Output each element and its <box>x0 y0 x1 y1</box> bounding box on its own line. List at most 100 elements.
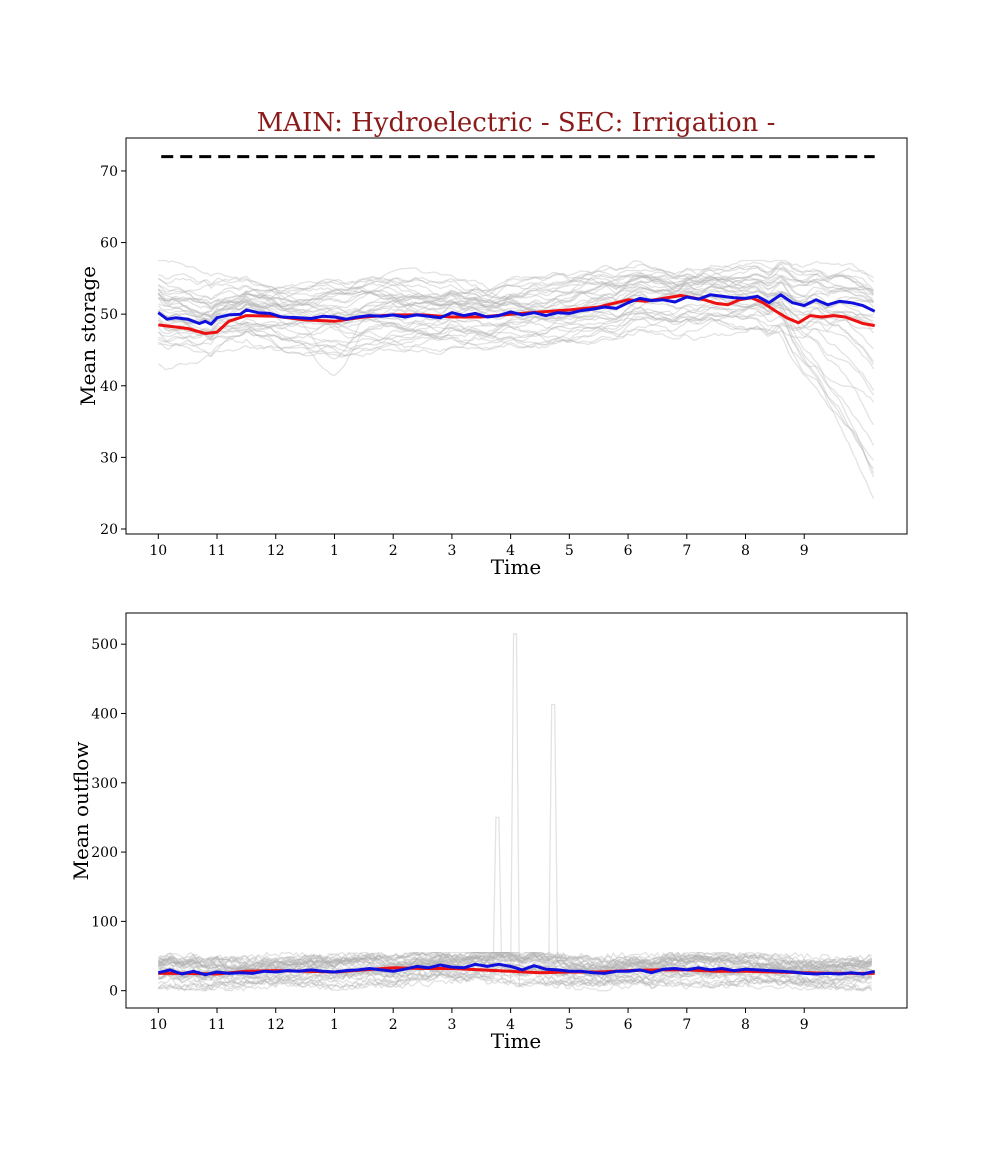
outflow-x-tick-label: 12 <box>267 1017 285 1033</box>
outflow-y-axis-title: Mean outflow <box>69 742 93 881</box>
outflow-ensemble-trace <box>158 951 873 971</box>
outflow-blue-series-line <box>157 962 876 977</box>
outflow-x-tick-label: 6 <box>624 1017 633 1033</box>
storage-x-tick-label: 8 <box>741 543 750 559</box>
storage-ensemble-trace <box>157 306 875 403</box>
outflow-ensemble-trace <box>158 951 873 970</box>
storage-ensemble-trace <box>157 280 874 331</box>
outflow-x-tick-label: 5 <box>565 1017 574 1033</box>
storage-plot-frame <box>125 137 908 535</box>
storage-x-tick-label: 12 <box>267 543 285 559</box>
storage-ensemble-trace <box>158 317 875 474</box>
outflow-plot-frame <box>125 612 908 1009</box>
storage-x-tick-label: 7 <box>682 543 691 559</box>
storage-x-axis: 10 11 12 1 2 3 4 5 6 7 8 9 <box>149 534 809 559</box>
storage-y-axis: 20 30 40 50 60 70 <box>100 164 126 538</box>
storage-x-axis-title: Time <box>491 555 542 579</box>
storage-ensemble-trace <box>158 299 875 392</box>
storage-x-tick-label: 3 <box>447 543 456 559</box>
outflow-ensemble-trace <box>157 951 872 969</box>
storage-y-tick-label: 40 <box>100 379 118 395</box>
outflow-x-tick-label: 7 <box>682 1017 691 1033</box>
storage-y-axis-title: Mean storage <box>76 266 100 406</box>
storage-ensemble-trace <box>158 259 875 308</box>
storage-ensemble-trace <box>157 303 874 377</box>
storage-ensemble-trace <box>158 296 875 477</box>
storage-ensemble-trace <box>157 291 874 341</box>
outflow-ensemble-trace <box>157 970 872 991</box>
outflow-ensemble-trace <box>157 951 872 973</box>
outflow-x-tick-label: 11 <box>208 1017 226 1033</box>
storage-ensemble-trace <box>157 272 874 314</box>
storage-ensemble-trace <box>157 306 875 499</box>
outflow-x-tick-label: 8 <box>741 1017 750 1033</box>
storage-ensemble-trace <box>158 268 874 325</box>
storage-ensemble-trace <box>157 275 874 325</box>
storage-ensemble-trace <box>157 310 874 358</box>
storage-ensemble-trace <box>157 288 874 340</box>
outflow-y-tick-label: 0 <box>109 984 118 1000</box>
storage-ensemble-trace <box>157 291 875 370</box>
outflow-y-tick-label: 300 <box>91 776 118 792</box>
storage-ensemble-trace <box>158 296 874 343</box>
outflow-ensemble-trace <box>158 952 873 974</box>
storage-ensemble-trace <box>157 276 874 333</box>
outflow-ensemble-trace <box>157 703 872 970</box>
storage-ensemble-trace <box>158 260 874 308</box>
storage-x-tick-label: 9 <box>800 543 809 559</box>
outflow-ensemble-trace <box>157 968 873 989</box>
storage-y-tick-label: 50 <box>100 307 118 323</box>
outflow-x-tick-label: 4 <box>506 1017 515 1033</box>
storage-ensemble-trace <box>158 259 874 335</box>
storage-x-tick-label: 4 <box>506 543 515 559</box>
outflow-x-tick-label: 10 <box>149 1017 167 1033</box>
outflow-ensemble-group <box>157 633 873 992</box>
outflow-y-axis: 0 100 200 300 400 500 <box>91 637 126 1000</box>
storage-y-tick-label: 70 <box>100 164 118 180</box>
outflow-ensemble-trace <box>158 951 872 967</box>
storage-ensemble-trace <box>158 267 875 396</box>
storage-ensemble-trace <box>158 303 874 461</box>
storage-ensemble-group <box>157 259 875 499</box>
outflow-ensemble-trace <box>157 951 873 973</box>
outflow-ensemble-trace <box>158 951 873 969</box>
outflow-x-tick-label: 2 <box>389 1017 398 1033</box>
storage-y-tick-label: 60 <box>100 236 118 252</box>
outflow-x-tick-label: 3 <box>447 1017 456 1033</box>
storage-x-tick-label: 6 <box>624 543 633 559</box>
storage-ensemble-trace <box>157 261 874 318</box>
outflow-ensemble-trace <box>158 951 872 971</box>
storage-x-tick-label: 5 <box>565 543 574 559</box>
storage-ensemble-trace <box>157 265 874 316</box>
storage-x-tick-label: 2 <box>389 543 398 559</box>
storage-ensemble-trace <box>158 315 874 357</box>
storage-ensemble-trace <box>157 263 874 321</box>
storage-x-tick-label: 10 <box>149 543 167 559</box>
storage-blue-series-line <box>157 293 876 326</box>
outflow-y-tick-label: 500 <box>91 637 118 653</box>
outflow-ensemble-trace <box>158 951 873 967</box>
outflow-ensemble-trace <box>157 633 873 992</box>
outflow-y-tick-label: 200 <box>91 845 118 861</box>
storage-x-tick-label: 11 <box>208 543 226 559</box>
outflow-y-tick-label: 100 <box>91 914 118 930</box>
storage-ensemble-trace <box>157 261 874 310</box>
outflow-x-axis: 10 11 12 1 2 3 4 5 6 7 8 9 <box>149 1008 809 1033</box>
outflow-ensemble-trace <box>158 816 872 992</box>
outflow-ensemble-trace <box>158 951 873 970</box>
outflow-x-tick-label: 1 <box>330 1017 339 1033</box>
outflow-ensemble-trace <box>157 951 873 970</box>
storage-ensemble-trace <box>158 306 874 352</box>
outflow-ensemble-trace <box>157 954 872 975</box>
storage-x-tick-label: 1 <box>330 543 339 559</box>
storage-ensemble-trace <box>157 260 874 297</box>
figure-title: MAIN: Hydroelectric - SEC: Irrigation - <box>257 108 776 138</box>
storage-ensemble-trace <box>157 273 874 350</box>
outflow-ensemble-trace <box>157 951 872 967</box>
outflow-y-tick-label: 400 <box>91 706 118 722</box>
outflow-ensemble-trace <box>157 971 873 992</box>
